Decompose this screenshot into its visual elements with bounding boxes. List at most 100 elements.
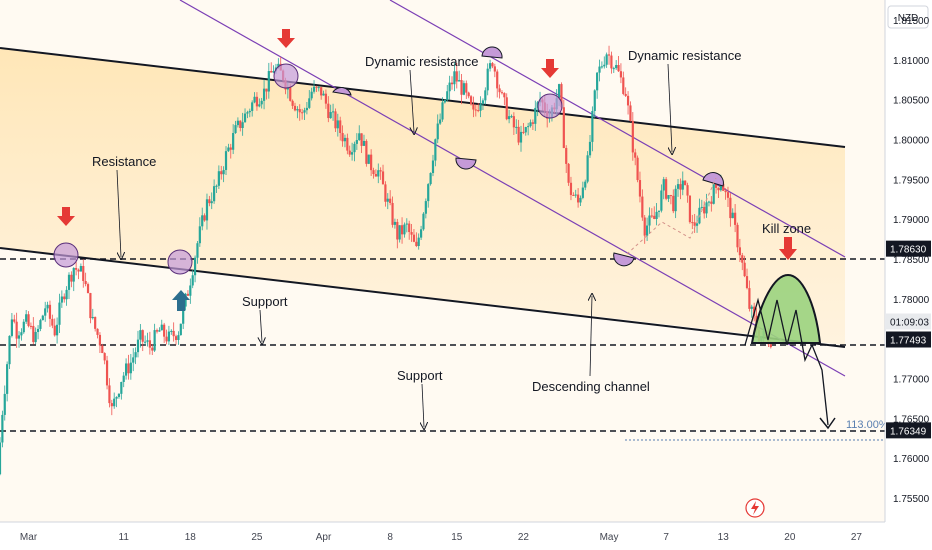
currency-box[interactable] bbox=[887, 5, 929, 29]
candle-body bbox=[227, 147, 230, 152]
annotations: Resistance Support Support Dynamic resis… bbox=[92, 48, 811, 427]
candle-body bbox=[343, 137, 347, 142]
candle-body bbox=[439, 119, 442, 124]
candle-body bbox=[719, 183, 722, 191]
candle-body bbox=[27, 314, 30, 326]
candle-body bbox=[98, 334, 102, 346]
candle-body bbox=[208, 199, 211, 204]
candle-body bbox=[474, 109, 477, 111]
candle-body bbox=[217, 171, 220, 186]
candle-body bbox=[70, 274, 73, 282]
candle-body bbox=[55, 324, 59, 336]
candle-body bbox=[593, 90, 596, 111]
candle-body bbox=[60, 296, 63, 303]
candle-body bbox=[163, 324, 166, 337]
candle-body bbox=[222, 169, 225, 175]
candle-body bbox=[510, 116, 513, 118]
support-label-2: Support bbox=[397, 368, 443, 383]
touch-half-circle bbox=[702, 172, 724, 187]
candle-body bbox=[220, 171, 223, 175]
candle-body bbox=[258, 104, 261, 107]
y-tick-label: 1.80500 bbox=[893, 96, 930, 107]
candle-body bbox=[198, 226, 201, 244]
candle-body bbox=[201, 215, 204, 227]
candle-body bbox=[51, 318, 54, 326]
x-tick-label: May bbox=[600, 532, 619, 543]
price-axis[interactable] bbox=[885, 0, 932, 550]
candle-body bbox=[132, 357, 135, 363]
candle-body bbox=[562, 107, 565, 148]
candle-body bbox=[681, 180, 684, 190]
candle-body bbox=[398, 225, 401, 240]
candle-body bbox=[213, 186, 216, 202]
candle-body bbox=[529, 122, 532, 127]
y-tick-label: 1.78500 bbox=[893, 255, 930, 266]
candle-body bbox=[215, 185, 218, 187]
candle-body bbox=[448, 82, 451, 92]
candle-body bbox=[669, 195, 672, 197]
candle-body bbox=[572, 194, 575, 196]
candle-body bbox=[8, 335, 11, 365]
candle-body bbox=[262, 88, 266, 101]
candle-body bbox=[517, 126, 520, 143]
candle-body bbox=[441, 102, 444, 120]
support-pointer-1 bbox=[260, 309, 262, 342]
candle-body bbox=[691, 222, 694, 224]
candle-body bbox=[155, 330, 159, 332]
candle-body bbox=[96, 328, 99, 335]
price-tags: 1.78630 1.77493 1.76349 01:09:03 bbox=[886, 240, 931, 439]
candle-body bbox=[196, 243, 199, 258]
candle-body bbox=[322, 93, 325, 96]
candle-body bbox=[339, 120, 342, 134]
candle-body bbox=[574, 194, 577, 196]
candle-body bbox=[486, 68, 489, 91]
candle-body bbox=[324, 93, 328, 104]
candle-body bbox=[86, 284, 90, 294]
candle-body bbox=[203, 215, 206, 221]
candle-body bbox=[598, 66, 601, 73]
candle-body bbox=[496, 71, 499, 89]
candle-body bbox=[415, 241, 418, 246]
candle-body bbox=[94, 316, 97, 329]
candle-body bbox=[610, 55, 613, 69]
candle-body bbox=[603, 64, 606, 67]
candle-body bbox=[272, 71, 275, 73]
candle-body bbox=[672, 195, 675, 212]
price-tag-label: 1.76349 bbox=[890, 426, 927, 437]
candle-body bbox=[707, 201, 711, 203]
candle-body bbox=[243, 113, 247, 123]
y-tick-label: 1.79000 bbox=[893, 215, 930, 226]
candle-body bbox=[631, 120, 634, 153]
candle-body bbox=[127, 363, 130, 374]
candle-body bbox=[484, 90, 487, 101]
y-tick-label: 1.78000 bbox=[893, 295, 930, 306]
candle-body bbox=[365, 140, 368, 164]
time-axis[interactable] bbox=[0, 522, 885, 550]
candle-body bbox=[714, 184, 718, 188]
candle-body bbox=[477, 110, 480, 112]
channel-lower-line bbox=[0, 247, 846, 348]
candle-body bbox=[298, 109, 301, 113]
y-tick-label: 1.76500 bbox=[893, 414, 930, 425]
candle-body bbox=[731, 212, 734, 219]
candle-body bbox=[386, 198, 389, 202]
candle-body bbox=[703, 206, 706, 214]
dynamic-resistance-line-2 bbox=[389, 0, 846, 258]
candle-body bbox=[512, 116, 515, 128]
candle-body bbox=[65, 289, 68, 300]
candle-body bbox=[10, 319, 13, 336]
lightning-icon[interactable] bbox=[745, 498, 765, 518]
candle-body bbox=[113, 398, 116, 407]
candle-body bbox=[362, 140, 366, 146]
candle-body bbox=[498, 88, 501, 93]
candle-body bbox=[41, 315, 44, 321]
price-tag-label: 1.78630 bbox=[890, 245, 927, 256]
price-tag bbox=[886, 422, 931, 439]
candle-body bbox=[253, 96, 256, 103]
candle-body bbox=[82, 266, 85, 282]
down-arrow-icon bbox=[779, 237, 797, 260]
dynamic-resistance-label-1: Dynamic resistance bbox=[365, 54, 478, 69]
candle-body bbox=[612, 68, 615, 70]
